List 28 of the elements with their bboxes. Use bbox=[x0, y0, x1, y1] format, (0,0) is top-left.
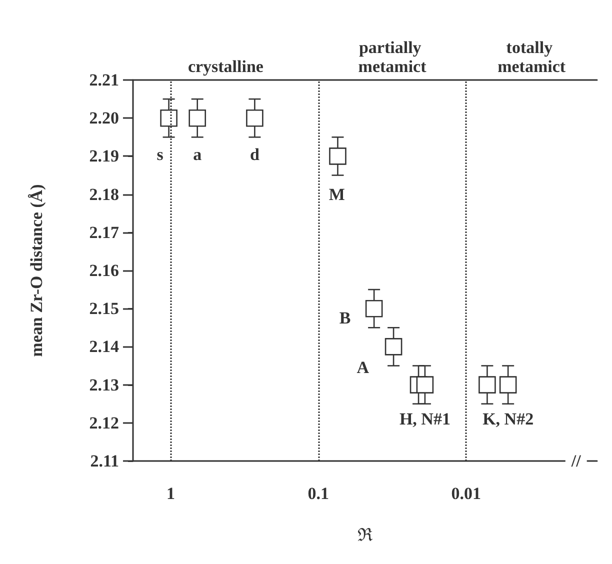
y-tick-label: 2.17 bbox=[89, 222, 120, 242]
y-tick-label: 2.16 bbox=[89, 261, 119, 280]
y-tick-label: 2.18 bbox=[89, 184, 119, 204]
y-tick-label: 2.20 bbox=[89, 108, 119, 128]
annotation: B bbox=[339, 308, 351, 328]
y-tick-label: 2.14 bbox=[89, 337, 120, 356]
annotation: K, N#2 bbox=[482, 409, 534, 428]
y-tick-label: 2.19 bbox=[89, 146, 119, 166]
text: partially metamict bbox=[358, 38, 427, 76]
y-axis-title: mean Zr-O distance (Å) bbox=[27, 184, 46, 357]
text: totally metamict bbox=[498, 38, 566, 76]
annotation: // bbox=[570, 452, 582, 470]
annotation: A bbox=[356, 358, 370, 378]
x-tick-label: 0.1 bbox=[308, 484, 330, 503]
x-axis-title: ℜ bbox=[358, 525, 374, 545]
annotation: a bbox=[193, 144, 202, 164]
annotation: M bbox=[328, 184, 345, 204]
annotation: H, N#1 bbox=[399, 409, 450, 428]
y-tick-label: 2.11 bbox=[90, 452, 119, 470]
x-tick-label: 1 bbox=[166, 484, 175, 503]
y-tick-label: 2.13 bbox=[89, 375, 119, 394]
annotation: s bbox=[156, 144, 164, 164]
y-tick-label: 2.15 bbox=[89, 299, 119, 318]
y-tick-label: 2.21 bbox=[89, 70, 119, 90]
y-tick-label: 2.12 bbox=[89, 413, 119, 432]
x-tick-label: 0.01 bbox=[451, 484, 481, 503]
text: crystalline bbox=[188, 57, 264, 76]
annotation: d bbox=[250, 144, 260, 164]
